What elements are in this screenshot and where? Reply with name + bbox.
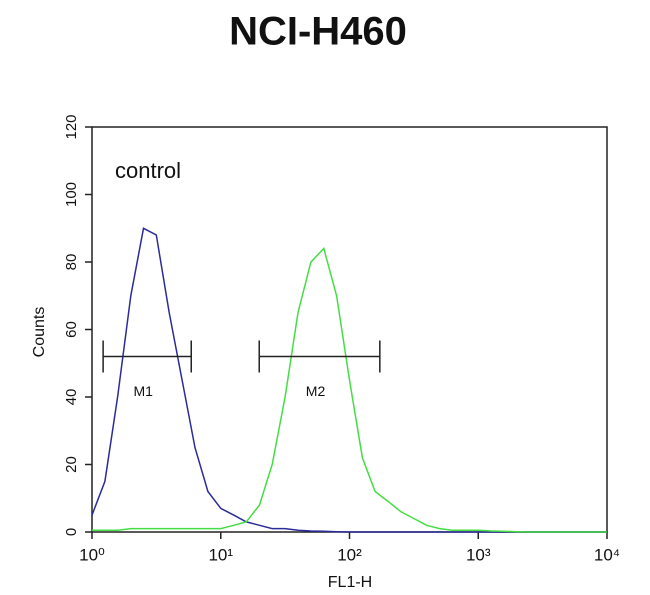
y-tick-label: 80 bbox=[63, 254, 80, 271]
y-axis-label: Counts bbox=[31, 307, 48, 358]
annotation: control bbox=[115, 158, 181, 183]
marker-label: M2 bbox=[306, 383, 326, 399]
chart-title: NCI-H460 bbox=[229, 10, 407, 54]
y-tick-label: 120 bbox=[63, 114, 80, 139]
marker-label: M1 bbox=[133, 383, 153, 399]
y-tick-label: 60 bbox=[63, 321, 80, 338]
plot-frame bbox=[91, 126, 608, 533]
y-tick-label: 40 bbox=[63, 389, 80, 406]
y-tick-label: 20 bbox=[63, 456, 80, 473]
x-tick-label: 10³ bbox=[466, 545, 491, 564]
x-tick-label: 10⁰ bbox=[79, 545, 105, 564]
x-axis-label: FL1-H bbox=[328, 574, 372, 591]
series-line bbox=[92, 247, 607, 533]
y-tick-label: 100 bbox=[63, 182, 80, 207]
x-tick-label: 10⁴ bbox=[594, 545, 620, 564]
x-tick-label: 10¹ bbox=[208, 545, 233, 564]
x-tick-label: 10² bbox=[337, 545, 362, 564]
y-tick-label: 0 bbox=[63, 528, 80, 536]
